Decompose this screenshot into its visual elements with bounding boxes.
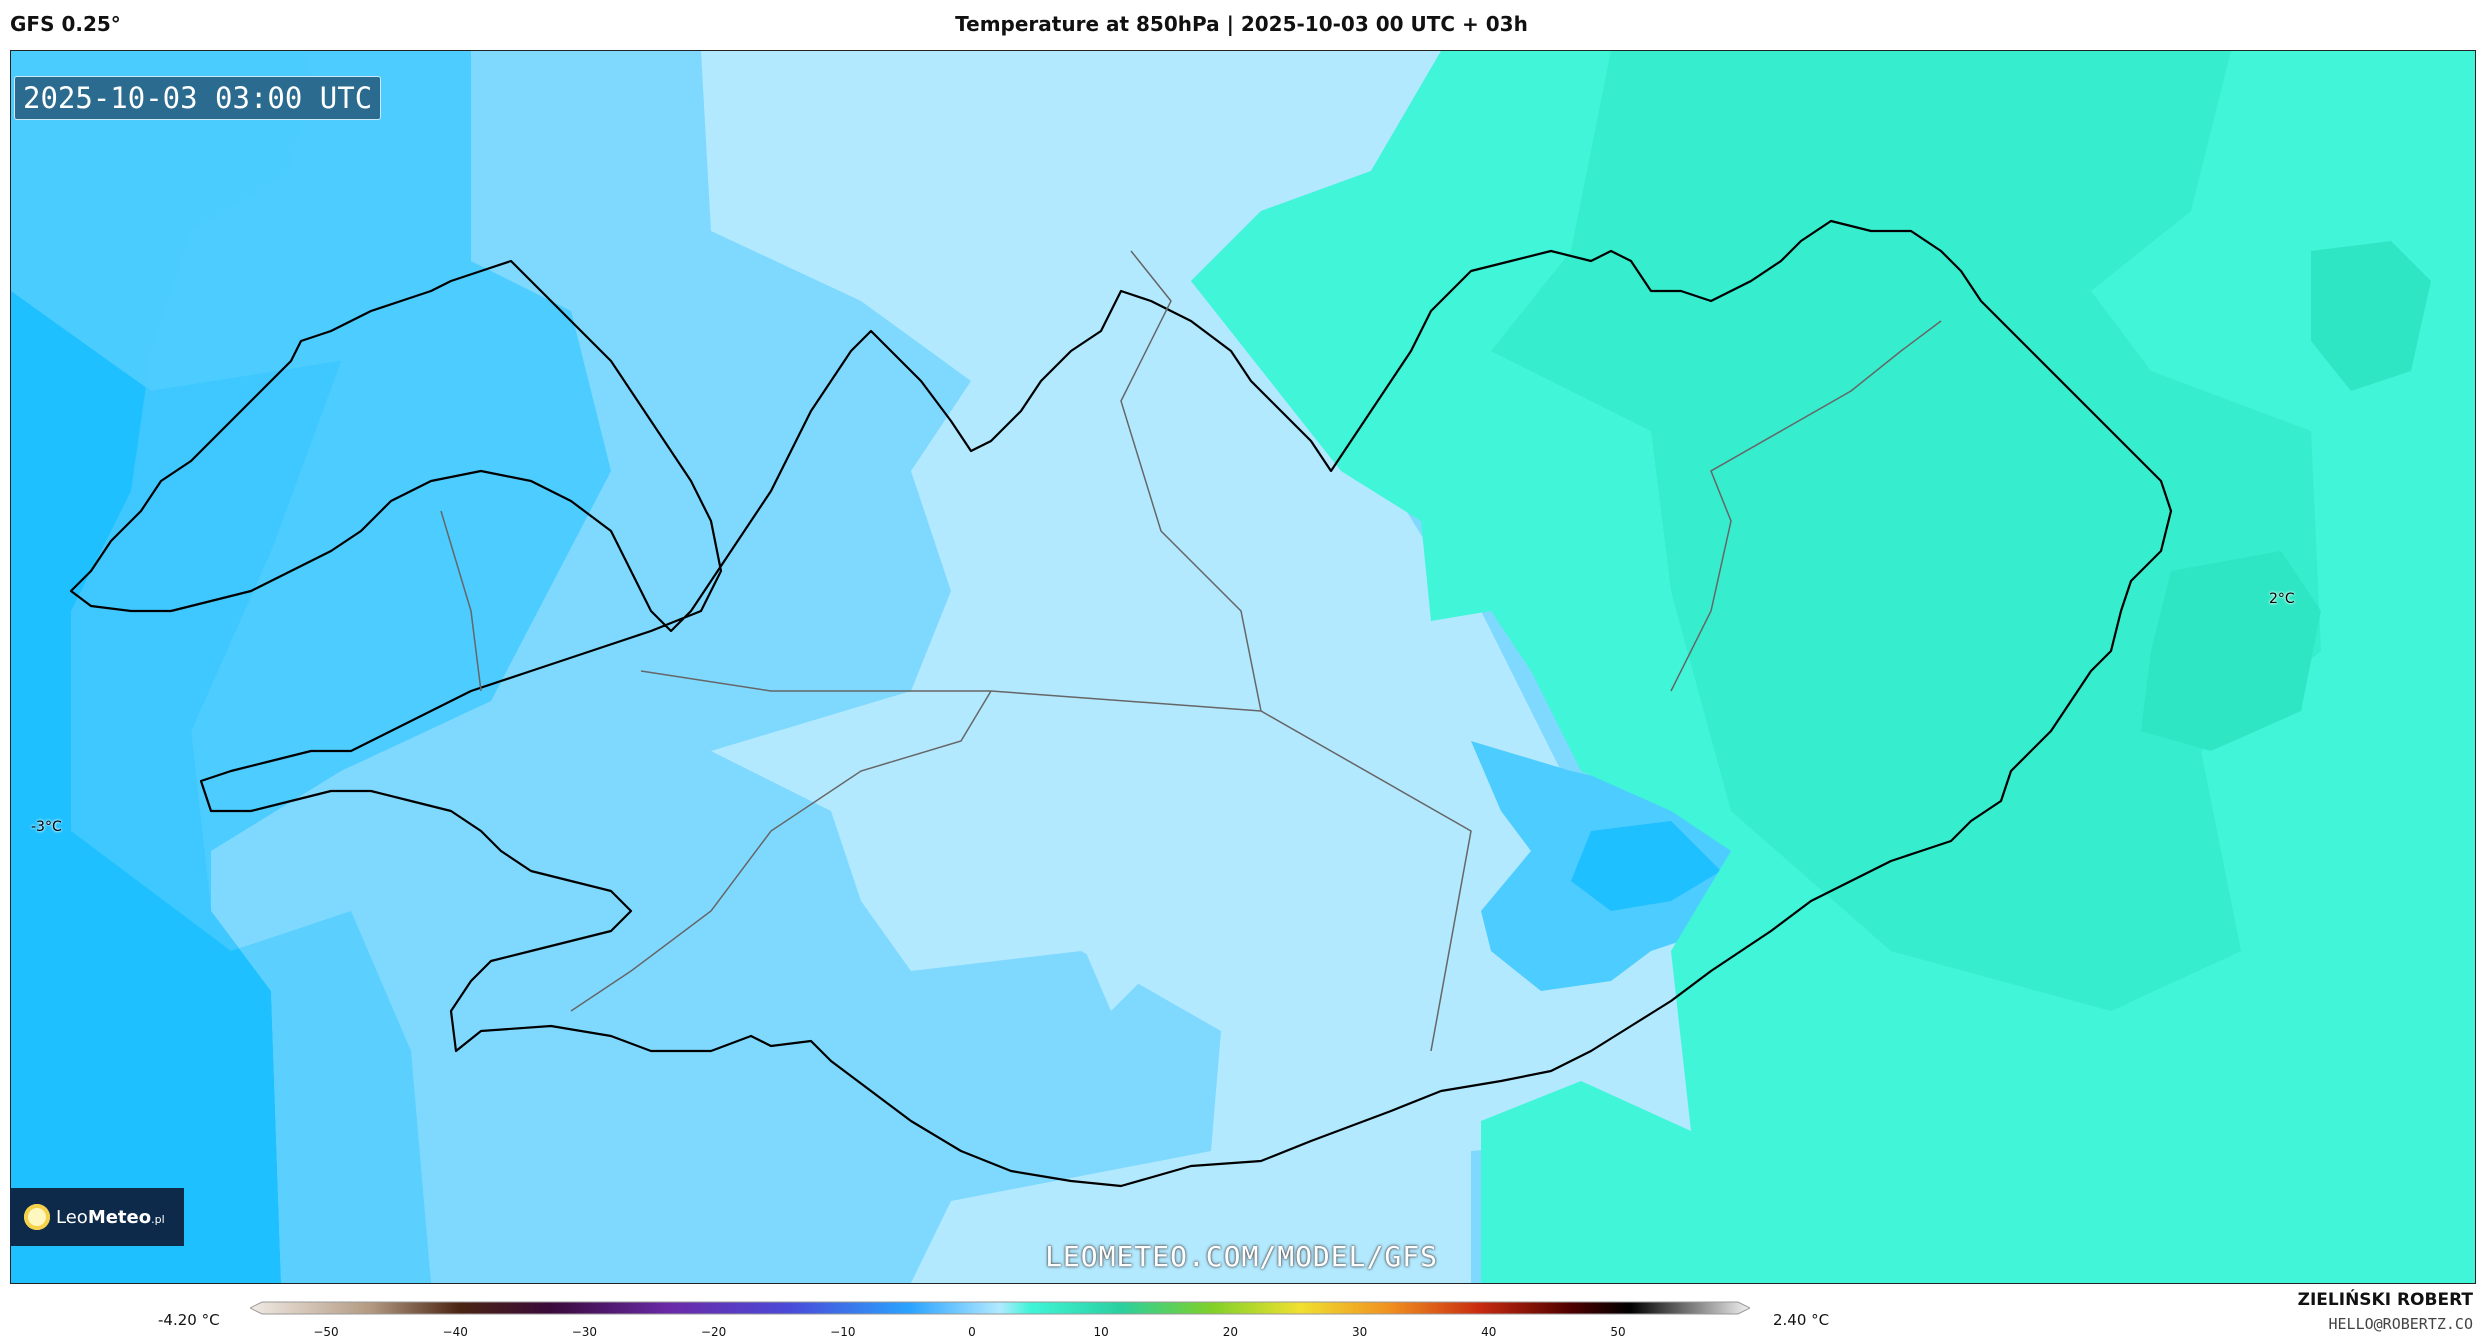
valid-time-badge: 2025-10-03 03:00 UTC: [14, 76, 382, 120]
colorbar-tick-label: −30: [571, 1325, 598, 1339]
map-title: Temperature at 850hPa | 2025-10-03 00 UT…: [955, 12, 1528, 36]
colorbar-tick-label: 20: [1222, 1325, 1239, 1339]
colorbar-min-label: -4.20 °C: [158, 1311, 220, 1329]
colorbar-tick-label: −40: [442, 1325, 468, 1339]
colorbar-tick-label: 10: [1093, 1325, 1109, 1339]
sun-icon: [24, 1204, 50, 1230]
pale-blue-pocket-2: [971, 531, 1061, 651]
colorbar-tick-label: 50: [1610, 1325, 1626, 1339]
map-area[interactable]: -3°C 2°C: [10, 50, 2476, 1284]
logo-text: LeoMeteo.pl: [56, 1206, 165, 1228]
teal-dark-patch: [2311, 241, 2431, 391]
iceland-coastline: [69, 219, 2173, 1188]
colorbar-max-label: 2.40 °C: [1773, 1311, 1830, 1329]
colorbar-tick-label: −50: [313, 1325, 339, 1339]
author-email[interactable]: HELLO@ROBERTZ.CO: [2328, 1315, 2474, 1333]
colorbar-tick-label: −10: [830, 1325, 856, 1339]
colorbar-tick-label: 0: [968, 1325, 976, 1339]
author-name: ZIELIŃSKI ROBERT: [2297, 1290, 2473, 1310]
site-watermark: LEOMETEO.COM/MODEL/GFS: [1045, 1240, 1438, 1273]
temperature-map: [11, 51, 2475, 1283]
deep-blue-anomaly: [1571, 821, 1721, 911]
pale-blue-pocket: [1051, 871, 1211, 1011]
map-label-west: -3°C: [31, 819, 62, 835]
mid-blue-region-west: [11, 51, 431, 1283]
teal-darker-region: [1491, 51, 2321, 1011]
colorbar-tick-label: 30: [1351, 1325, 1368, 1339]
teal-dark-patch-2: [2141, 551, 2321, 751]
model-name: GFS 0.25°: [10, 12, 121, 36]
colorbar-tick-label: 40: [1481, 1325, 1497, 1339]
colorbar-tick-label: −20: [700, 1325, 727, 1339]
leometeo-logo[interactable]: LeoMeteo.pl: [10, 1188, 184, 1246]
region-borders: [440, 250, 1942, 1052]
colorbar: [250, 1301, 1750, 1315]
pale-blue-region: [701, 51, 1701, 1283]
map-label-east: 2°C: [2269, 591, 2295, 607]
